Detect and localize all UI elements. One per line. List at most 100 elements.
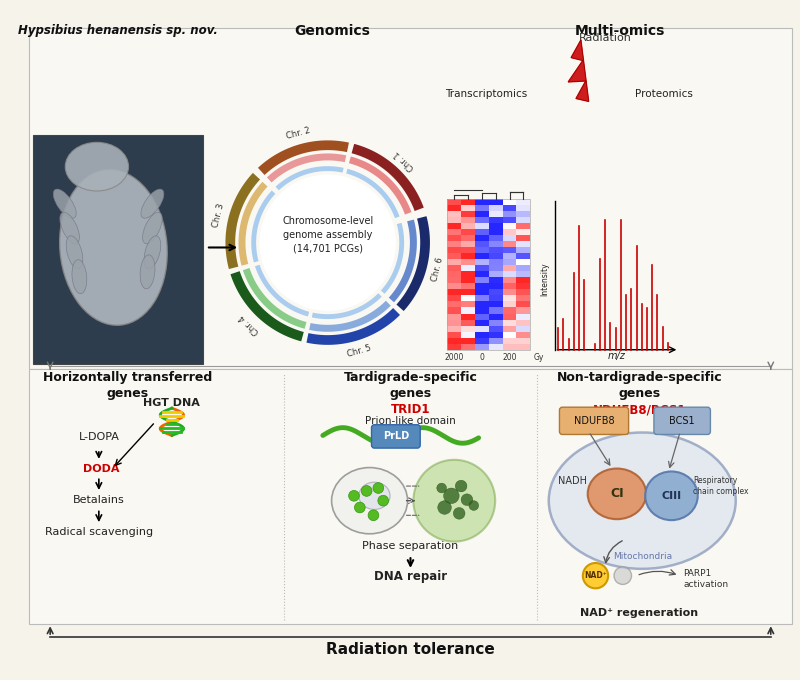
- Circle shape: [455, 480, 467, 492]
- Text: CI: CI: [610, 488, 624, 500]
- Bar: [462, 295, 475, 301]
- Text: Respiratory
chain complex: Respiratory chain complex: [693, 476, 748, 496]
- Bar: [447, 301, 462, 307]
- Bar: [475, 271, 489, 277]
- Bar: [517, 277, 530, 284]
- Bar: [462, 259, 475, 265]
- Bar: [475, 241, 489, 247]
- Bar: [517, 326, 530, 332]
- Bar: [517, 247, 530, 253]
- Circle shape: [259, 175, 396, 311]
- Bar: [462, 235, 475, 241]
- Bar: [502, 290, 517, 295]
- Bar: [517, 259, 530, 265]
- Text: 200: 200: [502, 353, 517, 362]
- Text: DNA repair: DNA repair: [374, 570, 447, 583]
- Bar: [447, 271, 462, 277]
- Bar: [517, 332, 530, 338]
- Bar: [475, 199, 489, 205]
- Bar: [502, 253, 517, 259]
- Bar: [447, 229, 462, 235]
- Circle shape: [443, 488, 459, 504]
- Bar: [517, 271, 530, 277]
- Text: Transcriptomics: Transcriptomics: [446, 89, 527, 99]
- Text: Hypsibius henanensis sp. nov.: Hypsibius henanensis sp. nov.: [18, 24, 218, 37]
- Bar: [475, 211, 489, 217]
- Bar: [489, 259, 502, 265]
- Bar: [447, 199, 530, 350]
- Bar: [462, 199, 475, 205]
- Ellipse shape: [144, 236, 161, 269]
- Bar: [489, 290, 502, 295]
- Bar: [475, 259, 489, 265]
- Bar: [462, 313, 475, 320]
- Bar: [489, 223, 502, 229]
- Bar: [502, 295, 517, 301]
- Bar: [475, 265, 489, 271]
- Bar: [502, 259, 517, 265]
- Text: Genomics: Genomics: [294, 24, 370, 37]
- Text: BCS1: BCS1: [670, 416, 695, 426]
- Circle shape: [378, 495, 389, 506]
- Bar: [517, 199, 530, 205]
- Bar: [462, 211, 475, 217]
- Bar: [462, 253, 475, 259]
- Bar: [447, 332, 462, 338]
- Bar: [517, 290, 530, 295]
- Text: Radiation tolerance: Radiation tolerance: [326, 642, 495, 657]
- Bar: [502, 271, 517, 277]
- Bar: [502, 301, 517, 307]
- Bar: [502, 211, 517, 217]
- Bar: [517, 284, 530, 290]
- Text: Multi-omics: Multi-omics: [574, 24, 665, 37]
- Bar: [462, 332, 475, 338]
- Text: Chr. 3: Chr. 3: [210, 202, 226, 228]
- Bar: [502, 332, 517, 338]
- Text: DODA: DODA: [82, 464, 119, 473]
- Bar: [502, 223, 517, 229]
- Text: 2000: 2000: [445, 353, 464, 362]
- Bar: [489, 247, 502, 253]
- Bar: [489, 217, 502, 223]
- Bar: [447, 277, 462, 284]
- Circle shape: [469, 500, 478, 511]
- Ellipse shape: [140, 255, 155, 289]
- Bar: [489, 229, 502, 235]
- Ellipse shape: [645, 471, 698, 520]
- Bar: [502, 326, 517, 332]
- Circle shape: [373, 483, 384, 494]
- Bar: [475, 253, 489, 259]
- Bar: [517, 253, 530, 259]
- Text: CIII: CIII: [662, 491, 682, 500]
- Text: TRID1: TRID1: [390, 403, 430, 416]
- Bar: [489, 211, 502, 217]
- Bar: [475, 332, 489, 338]
- Bar: [462, 284, 475, 290]
- Bar: [502, 284, 517, 290]
- Ellipse shape: [54, 189, 76, 218]
- Bar: [517, 235, 530, 241]
- Bar: [517, 307, 530, 313]
- Circle shape: [354, 502, 365, 513]
- Text: HGT DNA: HGT DNA: [143, 398, 200, 409]
- Bar: [475, 313, 489, 320]
- Bar: [447, 235, 462, 241]
- Circle shape: [437, 483, 446, 493]
- Bar: [475, 277, 489, 284]
- Bar: [489, 205, 502, 211]
- Bar: [475, 338, 489, 343]
- Text: Proteomics: Proteomics: [634, 89, 693, 99]
- Bar: [489, 235, 502, 241]
- Bar: [447, 343, 462, 350]
- Bar: [462, 301, 475, 307]
- Bar: [517, 301, 530, 307]
- Bar: [502, 320, 517, 326]
- Bar: [489, 332, 502, 338]
- Circle shape: [362, 486, 372, 496]
- Bar: [462, 205, 475, 211]
- Ellipse shape: [549, 432, 736, 569]
- Bar: [447, 211, 462, 217]
- Text: Chromosome-level
genome assembly
(14,701 PCGs): Chromosome-level genome assembly (14,701…: [282, 216, 374, 254]
- Text: Chr. 1: Chr. 1: [393, 148, 417, 171]
- Circle shape: [461, 494, 473, 505]
